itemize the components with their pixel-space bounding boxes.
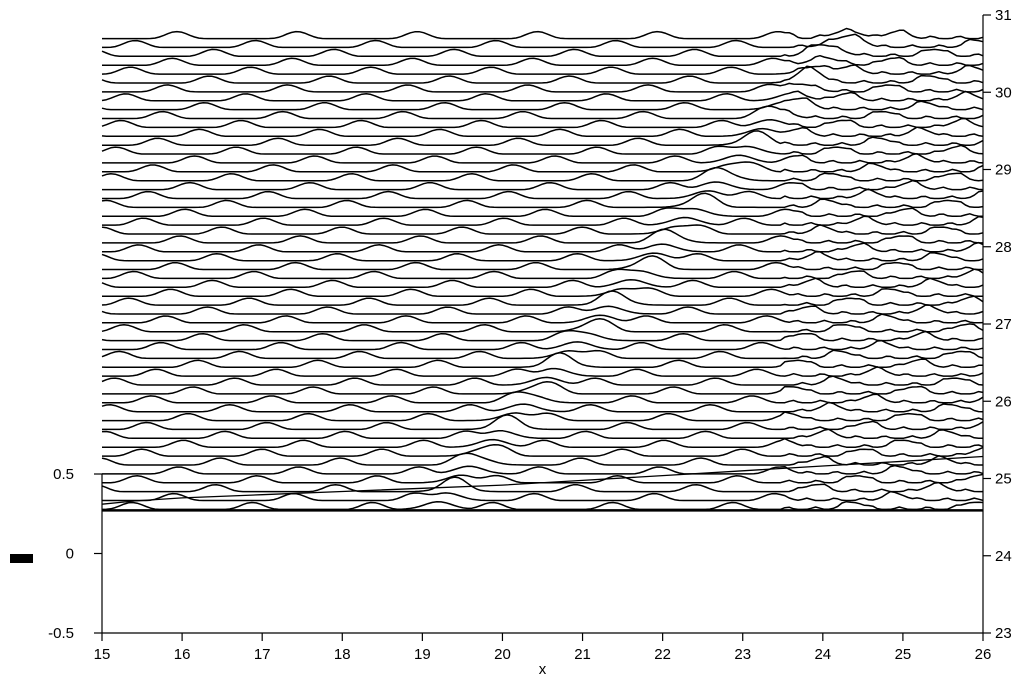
- right-tick-label: 24: [995, 548, 1012, 565]
- x-tick-label: 19: [414, 646, 431, 663]
- waterfall-trace: [101, 90, 984, 102]
- x-tick-label: 21: [574, 646, 591, 663]
- waterfall-trace: [101, 126, 984, 138]
- waterfall-trace: [102, 437, 984, 448]
- waterfall-trace: [101, 167, 984, 182]
- x-tick-label: 22: [654, 646, 671, 663]
- waterfall-trace: [102, 414, 984, 431]
- waterfall-trace: [102, 241, 984, 253]
- waterfall-trace: [102, 380, 984, 395]
- waterfall-traces: [101, 27, 984, 512]
- waterfall-trace: [101, 352, 984, 369]
- waterfall-trace: [102, 152, 984, 164]
- x-tick-label: 26: [975, 646, 992, 663]
- waterfall-trace: [102, 161, 984, 173]
- x-tick-label: 18: [334, 646, 351, 663]
- waterfall-trace: [101, 65, 984, 84]
- waterfall-trace: [102, 188, 984, 200]
- right-tick-label: 25: [995, 471, 1012, 488]
- lower-panel: [101, 455, 984, 505]
- waterfall-trace: [102, 490, 984, 502]
- x-tick-label: 17: [254, 646, 271, 663]
- waterfall-trace: [102, 105, 984, 120]
- waterfall-trace: [102, 255, 983, 271]
- left-tick-label: -0.5: [48, 625, 74, 642]
- waterfall-trace: [101, 329, 984, 342]
- x-axis-title: x: [539, 661, 547, 676]
- waterfall-trace: [102, 443, 984, 457]
- right-tick-label: 28: [995, 239, 1012, 256]
- waterfall-trace: [101, 349, 984, 360]
- waterfall-trace: [102, 366, 984, 377]
- waterfall-trace: [101, 277, 984, 289]
- waterfall-trace: [101, 500, 984, 511]
- right-tick-label: 29: [995, 162, 1012, 179]
- waterfall-trace: [101, 401, 984, 413]
- waterfall-trace: [102, 464, 984, 475]
- waterfall-trace: [102, 411, 984, 422]
- waterfall-trace: [101, 44, 984, 58]
- left-tick-label: 0: [66, 546, 74, 563]
- waterfall-trace: [102, 473, 984, 484]
- waterfall-trace: [102, 228, 983, 244]
- right-tick-label: 30: [995, 84, 1012, 101]
- waterfall-trace: [102, 82, 984, 93]
- waterfall-trace: [102, 179, 984, 191]
- waterfall-trace: [102, 130, 984, 146]
- waterfall-trace: [102, 207, 983, 217]
- x-tick-label: 23: [734, 646, 751, 663]
- right-tick-label: 23: [995, 625, 1012, 642]
- waterfall-trace: [101, 144, 984, 155]
- waterfall-trace: [101, 375, 984, 386]
- waterfall-trace: [101, 64, 984, 75]
- x-tick-label: 16: [174, 646, 191, 663]
- waterfall-trace: [101, 290, 984, 306]
- x-tick-label: 15: [94, 646, 111, 663]
- waterfall-trace: [101, 117, 984, 129]
- waterfall-trace: [101, 452, 983, 466]
- waterfall-trace: [102, 268, 984, 280]
- waterfall-trace: [101, 428, 983, 440]
- x-tick-label: 20: [494, 646, 511, 663]
- waterfall-trace: [102, 215, 984, 226]
- waterfall-trace: [102, 27, 984, 40]
- waterfall-trace: [101, 476, 983, 493]
- waterfall-trace: [102, 391, 984, 404]
- right-tick-label: 31: [995, 7, 1012, 24]
- right-tick-label: 26: [995, 393, 1012, 410]
- axes: 15 16 17 18 19 20 21 22 23 24 25 26 x 0.5 0 -0.5 31 30 29 2…: [48, 7, 1012, 676]
- right-tick-label: 27: [995, 316, 1012, 333]
- waterfall-trace: [102, 313, 984, 324]
- waterfall-trace: [102, 33, 984, 49]
- waterfall-trace: [102, 287, 983, 297]
- waterfall-trace: [101, 317, 984, 333]
- waterfall-trace: [102, 339, 984, 351]
- waterfall-trace: [101, 224, 984, 235]
- left-tick-label: 0.5: [53, 466, 74, 483]
- waterfall-trace: [101, 250, 984, 262]
- waterfall-trace: [102, 54, 984, 66]
- waterfall-trace: [101, 304, 984, 315]
- legend-marker: [10, 554, 33, 563]
- lower-series-line: [101, 455, 984, 505]
- waterfall-trace: [101, 97, 984, 111]
- waterfall-trace: [101, 192, 984, 209]
- x-tick-label: 24: [814, 646, 831, 663]
- x-tick-label: 25: [895, 646, 912, 663]
